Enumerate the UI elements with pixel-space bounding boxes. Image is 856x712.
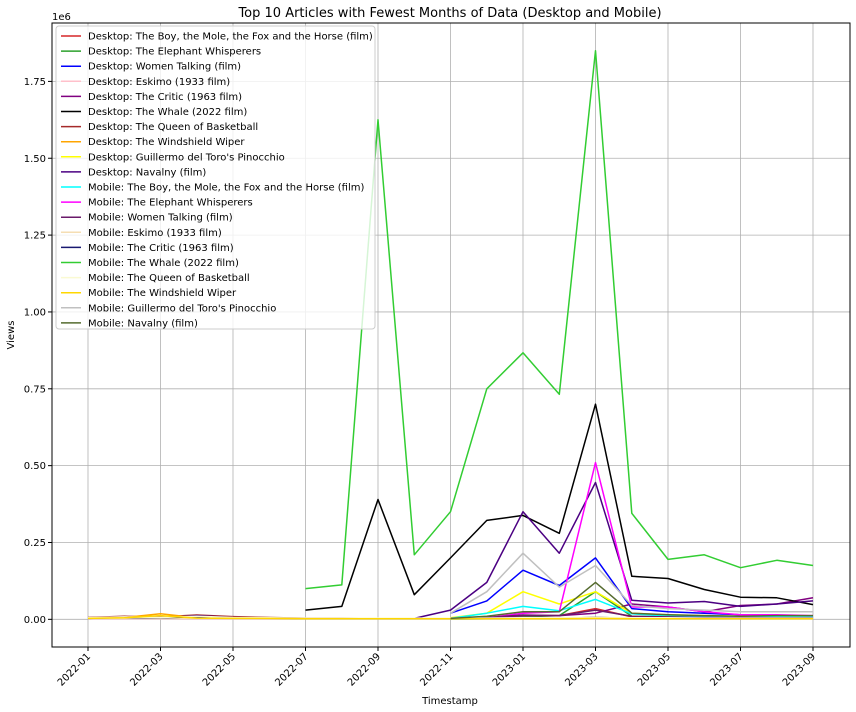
legend-label: Mobile: The Queen of Basketball bbox=[88, 273, 250, 284]
legend-label: Desktop: The Queen of Basketball bbox=[88, 122, 258, 133]
y-tick-label: 1.75 bbox=[24, 77, 46, 88]
x-tick-label: 2022-05 bbox=[201, 651, 238, 688]
legend-label: Mobile: Guillermo del Toro's Pinocchio bbox=[88, 303, 276, 314]
legend-label: Desktop: The Critic (1963 film) bbox=[88, 92, 242, 103]
legend-label: Mobile: The Critic (1963 film) bbox=[88, 243, 234, 254]
y-tick-label: 0.00 bbox=[24, 615, 46, 626]
x-axis: 2022-01 2022-03 2022-05 2022-07 2022-09 2022-… bbox=[56, 647, 818, 689]
y-tick-label: 0.25 bbox=[24, 538, 46, 549]
series-lines bbox=[87, 49, 814, 620]
legend-label: Desktop: Women Talking (film) bbox=[88, 62, 241, 73]
y-tick-label: 1.00 bbox=[24, 307, 46, 318]
legend-label: Desktop: Eskimo (1933 film) bbox=[88, 77, 230, 88]
x-tick-label: 2022-09 bbox=[346, 651, 383, 688]
legend-label: Desktop: Navalny (film) bbox=[88, 167, 206, 178]
legend-box bbox=[55, 25, 376, 330]
y-tick-label: 1.25 bbox=[24, 231, 46, 242]
legend-label: Desktop: The Windshield Wiper bbox=[88, 137, 245, 148]
y-tick-label: 1.50 bbox=[24, 154, 46, 165]
legend-label: Desktop: The Boy, the Mole, the Fox and … bbox=[88, 32, 373, 43]
y-scale-label: 1e6 bbox=[52, 12, 71, 23]
x-tick-label: 2022-07 bbox=[273, 651, 310, 688]
y-axis-label: Views bbox=[6, 321, 17, 350]
series-line-19 bbox=[450, 552, 813, 614]
x-tick-label: 2023-05 bbox=[636, 651, 673, 688]
x-tick-label: 2022-01 bbox=[56, 651, 93, 688]
x-tick-label: 2023-01 bbox=[491, 651, 528, 688]
x-tick-label: 2022-03 bbox=[128, 651, 165, 688]
series-line-16 bbox=[305, 49, 814, 590]
series-line-18 bbox=[87, 614, 813, 620]
x-tick-label: 2023-09 bbox=[781, 651, 818, 688]
y-tick-label: 0.50 bbox=[24, 461, 46, 472]
series-line-20 bbox=[450, 581, 813, 620]
y-tick-label: 0.75 bbox=[24, 384, 46, 395]
legend-label: Mobile: The Windshield Wiper bbox=[88, 288, 237, 299]
legend: Desktop: The Boy, the Mole, the Fox and … bbox=[55, 25, 376, 330]
legend-label: Desktop: Guillermo del Toro's Pinocchio bbox=[88, 152, 285, 163]
y-axis: 0.00 0.25 0.50 0.75 1.00 1.25 1.50 1.75 bbox=[24, 77, 52, 626]
x-axis-label: Timestamp bbox=[421, 696, 478, 707]
x-tick-label: 2023-07 bbox=[708, 651, 745, 688]
legend-label: Mobile: The Elephant Whisperers bbox=[88, 198, 253, 209]
legend-label: Mobile: The Boy, the Mole, the Fox and t… bbox=[88, 183, 364, 194]
legend-label: Mobile: Navalny (film) bbox=[88, 318, 198, 329]
chart-title: Top 10 Articles with Fewest Months of Da… bbox=[237, 6, 661, 21]
legend-label: Mobile: Eskimo (1933 film) bbox=[88, 228, 222, 239]
legend-label: Mobile: Women Talking (film) bbox=[88, 213, 233, 224]
x-tick-label: 2022-11 bbox=[418, 651, 455, 688]
legend-label: Desktop: The Whale (2022 film) bbox=[88, 107, 247, 118]
series-line-12 bbox=[450, 461, 814, 620]
series-line-6 bbox=[305, 403, 814, 611]
legend-label: Mobile: The Whale (2022 film) bbox=[88, 258, 239, 269]
x-tick-label: 2023-03 bbox=[563, 651, 600, 688]
legend-label: Desktop: The Elephant Whisperers bbox=[88, 47, 261, 58]
